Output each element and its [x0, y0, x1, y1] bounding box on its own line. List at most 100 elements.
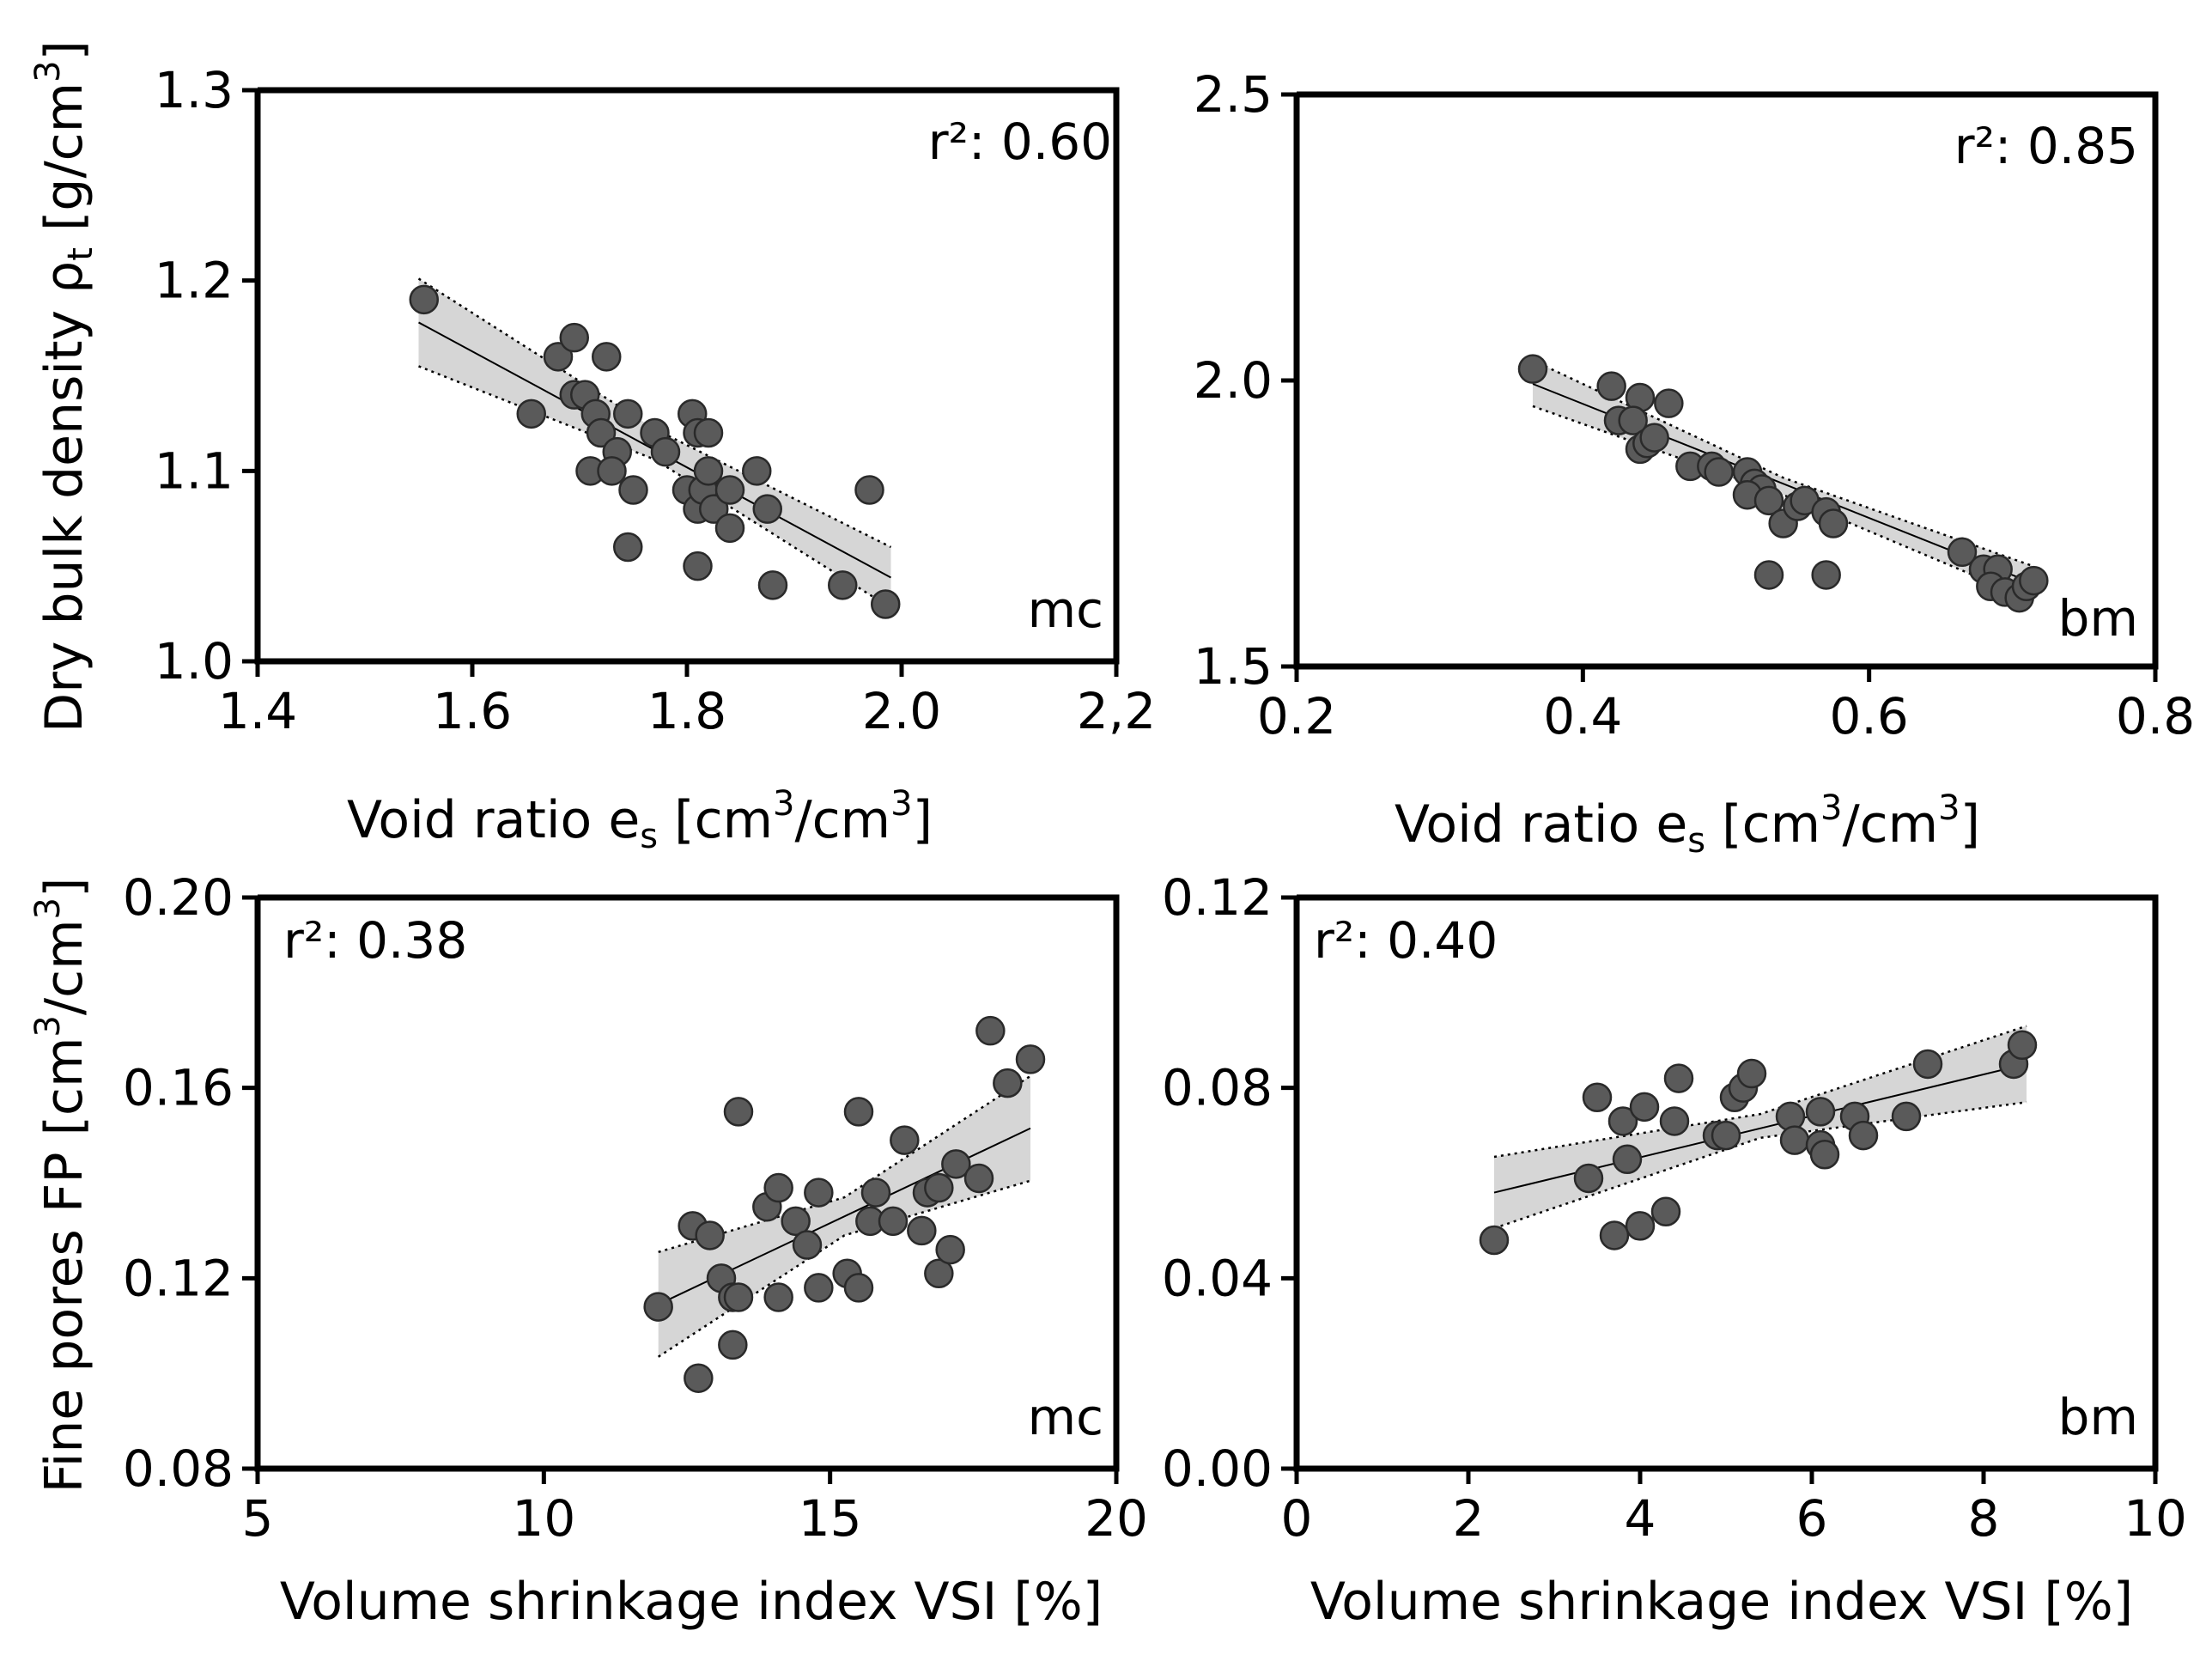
panel-d-y-tick-label: 0.04 [1162, 1249, 1273, 1307]
panel-c-data-point [843, 1097, 874, 1127]
panel-d-plot: 0 2 4 6 8 10 0.00 0.04 0.08 0.12 [1162, 868, 2187, 1548]
panel-b-data-point [1753, 485, 1784, 516]
panel-d-data-point [1912, 1049, 1943, 1080]
panel-b-data-point [1618, 405, 1648, 435]
panel-c-ci-lower [657, 1179, 1031, 1358]
panel-a-site-label: mc [1028, 581, 1103, 639]
panel-b-data-point [1753, 560, 1784, 590]
panel-b-confidence-band [1533, 360, 2034, 601]
panel-a-y-tick-label: 1.0 [155, 632, 234, 691]
panel-d-data-point [1891, 1101, 1922, 1132]
panel-d-data-point [1659, 1106, 1690, 1136]
panel-a-x-tick-label: 2,2 [1077, 682, 1156, 740]
panel-a-plot: 1.4 1.6 1.8 2.0 2,2 1.0 1.1 1.2 1.3 [155, 61, 1156, 740]
panel-a-data-point [559, 322, 589, 353]
panel-d-x-tick-label: 10 [2124, 1489, 2187, 1548]
panel-d-data-point [1582, 1082, 1613, 1112]
panel-b: r²: 0.85 bm Void ratio es [cm3/cm3] [1395, 117, 2138, 861]
panel-d-data-point [1779, 1125, 1810, 1155]
panel-d-data-point [1736, 1058, 1767, 1089]
panel-b-data-point [1947, 537, 1978, 568]
panel-a-data-point [613, 532, 643, 563]
panel-a-r2: r²: 0.60 [928, 113, 1112, 171]
panel-c-data-point [878, 1206, 908, 1237]
panel-a-data-point [613, 399, 643, 429]
panel-b-y-tick-label: 2.5 [1194, 65, 1273, 124]
panel-b-x-tick-label: 0.8 [2116, 687, 2195, 745]
panel-a-data-point [742, 456, 772, 486]
panel-c-x-axis-title: Volume shrinkage index VSI [%] [280, 1572, 1103, 1632]
panel-c-data-point [993, 1068, 1023, 1098]
panel-c-site-label: mc [1028, 1388, 1103, 1446]
panel-d-y-tick-label: 0.08 [1162, 1059, 1273, 1117]
panel-d-y-tick-label: 0.00 [1162, 1439, 1273, 1498]
panel-d-data-point [1809, 1140, 1840, 1170]
panel-d-data-point [1629, 1092, 1660, 1123]
panel-c-plot: 5 10 15 20 0.08 0.12 0.16 0.20 [123, 868, 1148, 1548]
panel-c-data-point [924, 1172, 954, 1203]
panel-a-data-point [543, 342, 574, 372]
panel-c-y-tick-label: 0.08 [123, 1439, 234, 1498]
panel-d-x-tick-label: 6 [1796, 1489, 1828, 1548]
panel-c-data-point [843, 1273, 874, 1303]
panel-d-data-point [1663, 1063, 1694, 1093]
panel-d-data-point [1650, 1196, 1681, 1226]
panel-c-data-point [684, 1363, 714, 1393]
panel-c-data-point [924, 1258, 954, 1289]
panel-b-x-axis-title: Void ratio es [cm3/cm3] [1395, 788, 1980, 861]
panel-d-r2: r²: 0.40 [1314, 911, 1498, 970]
panel-d-x-tick-label: 0 [1281, 1489, 1313, 1548]
panel-c-data-point [1015, 1044, 1046, 1074]
panel-d-data-point [1479, 1225, 1510, 1256]
panel-c-data-point [718, 1329, 748, 1360]
panel-c-data-point [907, 1215, 937, 1246]
panel-d-x-tick-label: 8 [1968, 1489, 2000, 1548]
panel-b-x-tick-label: 0.2 [1257, 687, 1336, 745]
panel-b-data-point [2019, 565, 2049, 596]
panel-a-x-axis-title: Void ratio es [cm3/cm3] [347, 784, 933, 856]
panel-c-x-tick-label: 15 [799, 1489, 862, 1548]
panel-c-data-point [763, 1172, 793, 1203]
panel-a-y-tick-label: 1.3 [155, 61, 234, 119]
panel-b-ci-upper [1532, 359, 2034, 568]
panel-d-y-tick-label: 0.12 [1162, 868, 1273, 927]
panel-d-data-point [1573, 1163, 1604, 1194]
panel-b-data-point [1811, 560, 1841, 590]
panel-d-data-point [1599, 1220, 1630, 1250]
panel-d-data-point [1612, 1144, 1643, 1175]
panel-b-data-point [1639, 423, 1669, 453]
panel-d-data-point [1711, 1120, 1741, 1151]
panel-d-ci-upper [1493, 1025, 2027, 1159]
panel-a-data-point [592, 342, 622, 372]
panel-a-x-tick-label: 1.8 [647, 682, 726, 740]
panel-a-x-tick-label: 1.4 [218, 682, 297, 740]
panel-a-data-point [683, 551, 713, 581]
panel-a-y-tick-label: 1.2 [155, 252, 234, 310]
panel-a-x-tick-label: 2.0 [862, 682, 941, 740]
panel-b-data-point [1654, 388, 1684, 418]
panel-c-data-point [792, 1230, 823, 1260]
panel-d-confidence-band [1494, 1025, 2027, 1229]
panel-a-ci-lower [418, 365, 892, 609]
panel-b-data-point [1818, 508, 1849, 538]
panel-a-data-point [854, 475, 884, 505]
panel-a: r²: 0.60 mc Void ratio es [cm3/cm3] Dry … [28, 40, 1112, 856]
panel-a-x-tick-label: 1.6 [433, 682, 512, 740]
panel-c-y-tick-label: 0.20 [123, 868, 234, 927]
panel-c-data-point [804, 1177, 834, 1208]
panel-b-x-tick-label: 0.6 [1830, 687, 1909, 745]
panel-b-ci-lower [1532, 405, 2034, 602]
panel-a-data-point [409, 284, 439, 315]
panel-c-x-tick-label: 5 [242, 1489, 274, 1548]
panel-a-y-axis-title: Dry bulk density ρt [g/cm3] [28, 40, 100, 733]
panel-d-data-point [1805, 1097, 1836, 1127]
panel-c-data-point [781, 1206, 811, 1237]
panel-c-data-point [975, 1015, 1006, 1046]
panel-c-data-point [643, 1292, 673, 1322]
panel-a-data-point [618, 475, 648, 505]
panel-a-data-point [752, 494, 782, 524]
panel-b-data-point [1596, 371, 1626, 401]
panel-c-data-point [763, 1282, 793, 1312]
panel-a-data-point [714, 475, 745, 505]
panel-d-data-point [1625, 1211, 1656, 1241]
